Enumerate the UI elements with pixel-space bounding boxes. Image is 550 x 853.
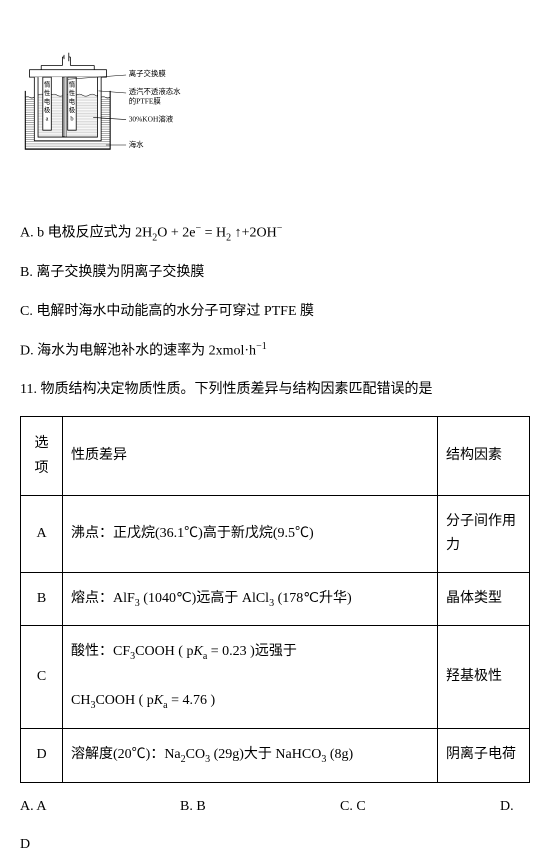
row-A-opt: A <box>21 496 63 573</box>
row-D-struct: 阴离子电荷 <box>438 728 530 782</box>
question-11: 11. 物质结构决定物质性质。下列性质差异与结构因素匹配错误的是 <box>20 379 530 401</box>
answer-B: B. B <box>180 799 340 815</box>
svg-text:b: b <box>70 116 73 123</box>
diagram-svg: 惰 性 电 极 a 惰 性 电 极 b 离子交换膜 透汽不透液态水 的PTFE膜… <box>20 8 195 203</box>
row-B-struct: 晶体类型 <box>438 572 530 626</box>
row-A-struct: 分子间作用力 <box>438 496 530 573</box>
table-row: D 溶解度(20℃)：Na2CO3 (29g)大于 NaHCO3 (8g) 阴离… <box>21 728 530 782</box>
header-structure: 结构因素 <box>438 416 530 495</box>
row-B-opt: B <box>21 572 63 626</box>
svg-text:30%KOH溶液: 30%KOH溶液 <box>129 114 174 124</box>
row-C-struct: 羟基极性 <box>438 626 530 728</box>
row-D-opt: D <box>21 728 63 782</box>
answer-D-prefix: D. <box>500 799 514 815</box>
table-row: A 沸点：正戊烷(36.1℃)高于新戊烷(9.5℃) 分子间作用力 <box>21 496 530 573</box>
svg-text:的PTFE膜: 的PTFE膜 <box>129 96 162 106</box>
row-C-prop: 酸性：CF3COOH ( pKa = 0.23 )远强于 CH3COOH ( p… <box>63 626 438 728</box>
table-header-row: 选项 性质差异 结构因素 <box>21 416 530 495</box>
option-A: A. b 电极反应式为 2H2O + 2e− = H2 ↑+2OH− <box>20 221 530 246</box>
option-A-text: A. b 电极反应式为 2H <box>20 226 152 241</box>
row-C-opt: C <box>21 626 63 728</box>
row-A-prop: 沸点：正戊烷(36.1℃)高于新戊烷(9.5℃) <box>63 496 438 573</box>
answer-A: A. A <box>20 799 180 815</box>
answer-C: C. C <box>340 799 500 815</box>
svg-text:透汽不透液态水: 透汽不透液态水 <box>129 86 181 96</box>
row-B-prop: 熔点：AlF3 (1040℃)远高于 AlCl3 (178℃升华) <box>63 572 438 626</box>
svg-text:a: a <box>46 116 49 123</box>
properties-table: 选项 性质差异 结构因素 A 沸点：正戊烷(36.1℃)高于新戊烷(9.5℃) … <box>20 416 530 783</box>
svg-text:离子交换膜: 离子交换膜 <box>129 68 167 78</box>
electrolysis-diagram: 惰 性 电 极 a 惰 性 电 极 b 离子交换膜 透汽不透液态水 的PTFE膜… <box>20 8 530 203</box>
table-row: B 熔点：AlF3 (1040℃)远高于 AlCl3 (178℃升华) 晶体类型 <box>21 572 530 626</box>
svg-text:海水: 海水 <box>129 139 144 149</box>
option-D: D. 海水为电解池补水的速率为 2xmol·h−1 <box>20 339 530 363</box>
header-property: 性质差异 <box>63 416 438 495</box>
table-row: C 酸性：CF3COOH ( pKa = 0.23 )远强于 CH3COOH (… <box>21 626 530 728</box>
header-option: 选项 <box>21 416 63 495</box>
row-D-prop: 溶解度(20℃)：Na2CO3 (29g)大于 NaHCO3 (8g) <box>63 728 438 782</box>
option-C: C. 电解时海水中动能高的水分子可穿过 PTFE 膜 <box>20 301 530 323</box>
answer-choices: A. A B. B C. C D. <box>20 799 530 815</box>
answer-D: D <box>20 837 530 853</box>
option-B: B. 离子交换膜为阴离子交换膜 <box>20 262 530 284</box>
